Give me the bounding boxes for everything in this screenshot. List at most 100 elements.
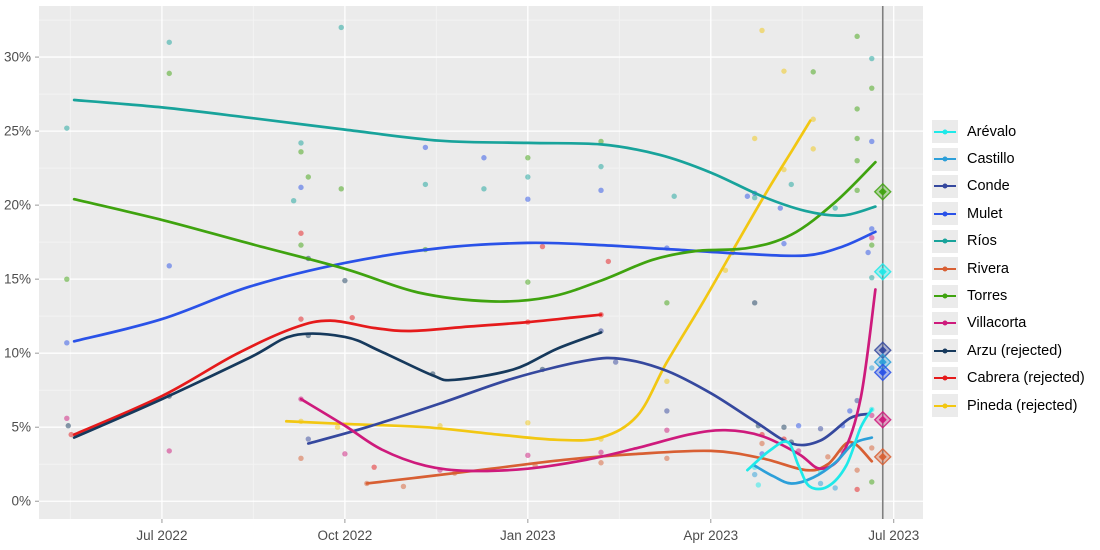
legend-label: Mulet xyxy=(967,205,1003,222)
x-tick-label: Jul 2022 xyxy=(136,528,187,543)
scatter-point-to xyxy=(854,106,860,112)
scatter-point-mu xyxy=(298,184,304,191)
scatter-point-mu xyxy=(525,196,531,202)
result-diamond-vi xyxy=(873,410,892,429)
scatter-point-mu xyxy=(781,240,787,247)
scatter-point-pi xyxy=(722,267,729,273)
scatter-point-pi xyxy=(664,378,670,385)
scatter-point-cb xyxy=(298,230,304,236)
x-tick-label: Jul 2023 xyxy=(868,528,919,543)
legend-swatch-ri xyxy=(932,229,958,253)
legend-label: Pineda (rejected) xyxy=(967,397,1078,414)
y-tick-label: 5% xyxy=(11,420,31,435)
scatter-point-to xyxy=(854,135,860,142)
scatter-point-cb xyxy=(371,464,377,470)
trend-line-ar xyxy=(746,408,874,491)
x-tick-label: Jan 2023 xyxy=(500,528,556,543)
scatter-point-to xyxy=(854,33,860,40)
result-diamond-mu xyxy=(873,363,892,382)
scatter-point-rv xyxy=(869,445,875,451)
scatter-point-pi xyxy=(751,135,758,142)
legend-label: Villacorta xyxy=(967,315,1027,332)
scatter-point-mu xyxy=(64,340,70,346)
scatter-point-co xyxy=(664,408,670,414)
scatter-point-vi xyxy=(664,427,670,433)
legend-item-cb: Cabrera (rejected) xyxy=(932,365,1085,392)
result-diamond-rv xyxy=(873,447,892,466)
y-tick-label: 15% xyxy=(4,272,31,287)
scatter-point-ri xyxy=(869,274,875,281)
legend-item-vi: Villacorta xyxy=(932,310,1085,337)
scatter-point-pi xyxy=(781,68,787,74)
scatter-point-pi xyxy=(525,420,531,426)
legend-swatch-to xyxy=(932,284,958,308)
scatter-point-mu xyxy=(847,408,853,414)
scatter-point-vi xyxy=(869,235,875,241)
scatter-point-pi xyxy=(810,116,816,122)
legend-point-icon xyxy=(942,211,948,217)
scatter-point-ri xyxy=(832,205,838,211)
scatter-point-cb xyxy=(605,258,612,265)
scatter-point-mu xyxy=(598,187,604,194)
trend-line-mu xyxy=(72,230,877,343)
scatter-point-co xyxy=(817,425,824,432)
scatter-point-rv xyxy=(825,454,831,460)
legend-item-ri: Ríos xyxy=(932,228,1085,255)
scatter-point-to xyxy=(869,242,875,248)
trend-line-cb xyxy=(72,313,603,436)
scatter-point-ca xyxy=(832,485,838,491)
legend-label: Cabrera (rejected) xyxy=(967,370,1085,387)
legend-swatch-pi xyxy=(932,394,958,418)
scatter-point-az xyxy=(781,424,787,430)
scatter-point-mu xyxy=(865,249,871,256)
scatter-point-ri xyxy=(422,181,429,188)
scatter-point-co xyxy=(305,436,311,442)
scatter-point-to xyxy=(298,242,304,248)
scatter-point-to xyxy=(298,149,304,155)
scatter-point-az xyxy=(65,423,71,429)
scatter-point-mu xyxy=(481,155,487,161)
trend-line-to xyxy=(72,160,877,303)
legend-swatch-cb xyxy=(932,366,958,390)
legend-swatch-ar xyxy=(932,120,958,144)
legend-point-icon xyxy=(942,375,948,381)
scatter-point-ca xyxy=(817,480,824,487)
legend-item-mu: Mulet xyxy=(932,200,1085,227)
legend-swatch-co xyxy=(932,174,958,198)
legend-label: Ríos xyxy=(967,233,997,250)
scatter-point-rv xyxy=(854,467,860,473)
legend-point-icon xyxy=(942,403,948,409)
y-tick-label: 0% xyxy=(11,494,31,509)
scatter-point-to xyxy=(810,69,816,75)
y-tick-label: 25% xyxy=(4,124,31,139)
scatter-point-rv xyxy=(759,440,765,447)
scatter-point-to xyxy=(854,187,860,194)
scatter-point-rv xyxy=(664,455,670,461)
y-tick-label: 20% xyxy=(4,198,31,213)
legend-point-icon xyxy=(942,183,948,189)
scatter-point-mu xyxy=(795,423,802,429)
trend-line-az xyxy=(72,331,603,439)
legend-point-icon xyxy=(942,238,948,244)
scatter-point-mu xyxy=(869,226,875,232)
trend-line-pi xyxy=(284,119,812,442)
legend-label: Rivera xyxy=(967,260,1009,277)
trend-line-co xyxy=(306,356,870,447)
scatter-point-ri xyxy=(290,197,297,204)
legend-label: Conde xyxy=(967,178,1010,195)
legend-item-to: Torres xyxy=(932,282,1085,309)
scatter-point-ri xyxy=(869,55,875,62)
scatter-point-co xyxy=(612,359,619,365)
scatter-point-mu xyxy=(166,263,172,269)
legend-label: Arévalo xyxy=(967,123,1017,140)
scatter-point-ar xyxy=(755,482,762,488)
scatter-point-to xyxy=(869,479,875,485)
scatter-point-mu xyxy=(869,138,875,145)
result-diamond-ar xyxy=(873,262,892,281)
scatter-point-mu xyxy=(777,205,784,211)
scatter-point-to xyxy=(598,138,604,145)
scatter-point-ca xyxy=(751,471,758,478)
scatter-point-to xyxy=(854,158,860,164)
legend-point-icon xyxy=(942,320,948,326)
